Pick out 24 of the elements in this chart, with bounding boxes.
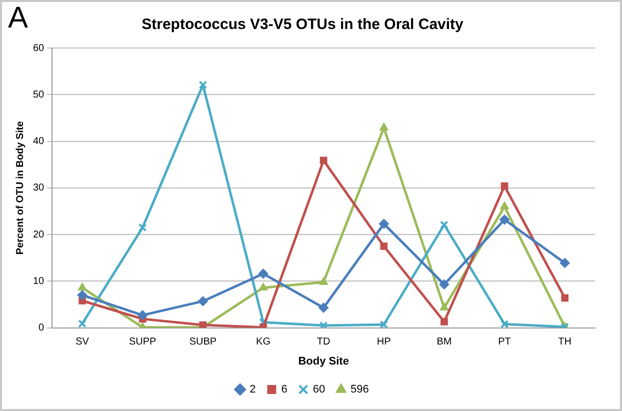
x-tick-label: BM — [436, 336, 452, 348]
x-tick-label: TD — [316, 336, 330, 348]
y-tick-label: 30 — [33, 182, 45, 194]
x-tick-label: SUBP — [189, 336, 217, 348]
legend-label: 2 — [250, 384, 256, 396]
y-tick-label: 0 — [38, 322, 45, 334]
legend-label: 596 — [350, 384, 369, 396]
x-tick-label: HP — [376, 336, 392, 348]
x-tick-label: SV — [76, 336, 90, 348]
y-tick-label: 10 — [33, 276, 45, 287]
text: A — [8, 1, 28, 34]
chart-title: Streptococcus V3-V5 OTUs in the Oral Cavity — [142, 16, 464, 34]
x-tick-label: TH — [558, 336, 572, 348]
y-tick-label: 60 — [33, 42, 45, 54]
x-axis-title: Body Site — [298, 355, 349, 368]
legend-label: 6 — [281, 384, 288, 396]
y-tick-label: 50 — [33, 89, 45, 100]
x-tick-label: PT — [498, 336, 511, 348]
x-tick-label: KG — [256, 336, 271, 348]
legend-label: 60 — [312, 384, 326, 396]
y-axis-title: Percent of OTU in Body Site — [14, 120, 26, 255]
x-tick-label: SUPP — [128, 336, 157, 348]
y-tick-label: 20 — [33, 229, 45, 240]
y-tick-label: 40 — [33, 136, 45, 148]
